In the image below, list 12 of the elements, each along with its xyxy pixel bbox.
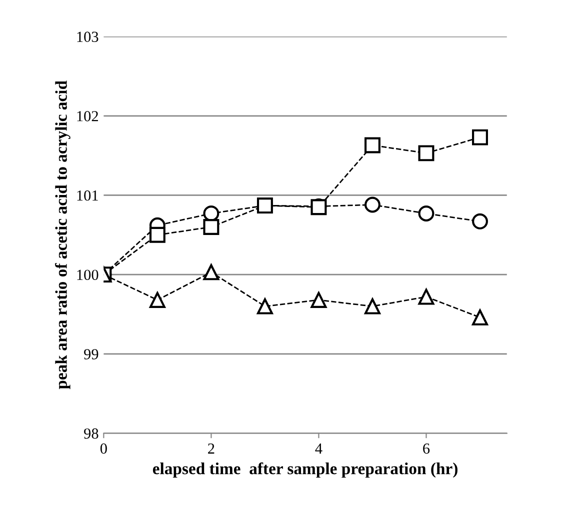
y-tick-label: 102: [77, 111, 98, 122]
y-tick-label: 100: [77, 270, 98, 280]
x-tick-label: 0: [100, 443, 107, 454]
x-tick-label: 6: [423, 443, 430, 454]
y-axis-title: peak area ratio of acetic acid to acrylic acid: [55, 80, 70, 390]
y-tick-label: 98: [84, 428, 98, 439]
x-axis-title: elapsed time after sample preparation (hr): [152, 462, 458, 478]
x-tick-label: 2: [208, 443, 214, 454]
y-tick-label: 103: [77, 32, 98, 42]
y-tick-label: 99: [84, 349, 98, 360]
y-tick-label: 101: [77, 190, 98, 201]
x-tick-label: 4: [315, 444, 322, 454]
